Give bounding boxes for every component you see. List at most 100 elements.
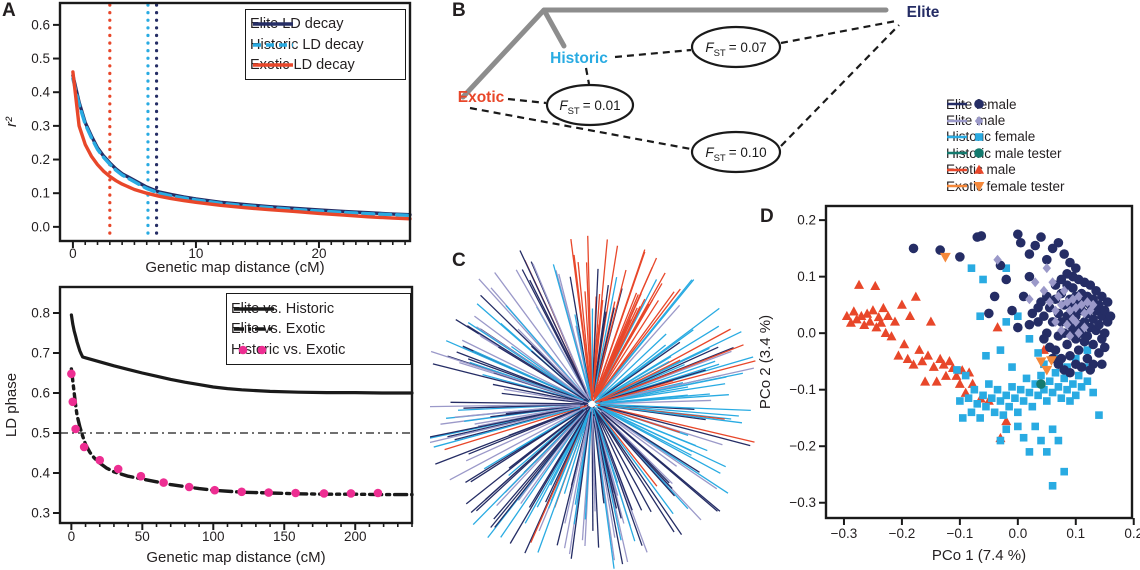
ld_decay-xlabel: Genetic map distance (cM) (145, 259, 324, 276)
dots-swatch-icon (238, 345, 267, 354)
ld_phase-xlabel: Genetic map distance (cM) (146, 549, 325, 566)
fst-value: FST = 0.01 (559, 98, 620, 117)
ld_phase-ytick: 0.8 (31, 306, 50, 321)
fst-connector (780, 24, 900, 147)
panel-d-label: D (760, 206, 774, 227)
legend-item-label: Historic vs. Exotic (231, 341, 346, 358)
fst-connector (780, 19, 897, 45)
ld_decay-ytick: 0.6 (31, 17, 50, 32)
taxon-historic: Historic (550, 50, 608, 67)
ld_phase-series-elite-vs-exotic (69, 367, 414, 497)
fst-ellipse (690, 25, 782, 69)
panel-b-label: B (452, 0, 466, 21)
ld_phase-ytick: 0.7 (31, 346, 50, 361)
population-legend: Elite female Elite male Historic female His… (946, 96, 1065, 194)
panel-a-label: A (2, 0, 16, 21)
line-swatch-icon (947, 133, 983, 141)
ld_decay-xtick: 0 (69, 246, 77, 261)
pcoa-xtick: −0.3 (831, 526, 858, 541)
ld_phase-xtick: 50 (135, 529, 150, 544)
pcoa-xtick: −0.1 (947, 526, 974, 541)
legend-item: Elite LD decay (250, 16, 401, 32)
legend-item: Historic female (946, 129, 1065, 145)
line-swatch-icon (234, 306, 274, 311)
pcoa-ytick: 0.2 (797, 213, 816, 228)
pcoa-axes: −0.3 −0.2 −0.1 0.0 0.1 0.2 −0.3 −0.2 −0.1 0.0 0.1 0… (789, 213, 1140, 541)
pcoa-series-elite-male (993, 254, 1098, 341)
legend-item: Elite vs. Historic (231, 301, 406, 317)
ld_phase-ytick: 0.6 (31, 386, 50, 401)
line-swatch-icon (947, 115, 984, 126)
ld_phase-xtick: 0 (68, 529, 76, 544)
legend-item: Historic male tester (946, 145, 1065, 161)
pcoa-ytick: 0.0 (797, 326, 816, 341)
pcoa-ytick: −0.2 (789, 439, 816, 454)
fst-connector (507, 97, 547, 105)
line-swatch-icon (253, 63, 293, 67)
legend-item-label: Elite vs. Historic (231, 300, 335, 317)
tree-branch (460, 7, 889, 100)
ld_phase-series-elite-vs-historic (69, 313, 414, 395)
legend-item-label: Historic female (946, 129, 1036, 145)
ld_phase-ylabel: LD phase (3, 373, 20, 437)
nj-tree-branches (430, 235, 756, 569)
ld_phase-ytick: 0.3 (31, 506, 50, 521)
taxon-elite: Elite (907, 4, 940, 21)
fst-connector (584, 67, 591, 85)
legend-item: Elite female (946, 96, 1065, 112)
pcoa-xtick: −0.2 (889, 526, 916, 541)
ld-decay-chart: 0 10 20 0.0 0.1 0.2 0.3 0.4 0.5 0.6 Genetic map di… (3, 1, 412, 276)
pcoa-ylabel: PCo 2 (3.4 %) (757, 315, 774, 409)
ld_phase-xtick: 150 (273, 529, 296, 544)
ld_decay-xtick: 10 (188, 246, 203, 261)
legend-item-label: Elite LD decay (250, 16, 344, 33)
ld_decay-axes: 0 10 20 0.0 0.1 0.2 0.3 0.4 0.5 0.6 (31, 17, 406, 261)
line-swatch-icon (947, 164, 984, 174)
line-swatch-icon (947, 182, 985, 192)
fst-value: FST = 0.07 (705, 40, 766, 59)
ld_decay-ylabel: r² (3, 116, 20, 127)
pcoa-ytick: 0.1 (797, 269, 816, 284)
legend-item-label: Elite vs. Exotic (231, 321, 326, 337)
pcoa-series-historic-male-tester (1036, 379, 1046, 389)
legend-item: Exotic female tester (946, 178, 1065, 194)
ld_decay-ytick: 0.5 (31, 51, 50, 66)
tree-branch (541, 7, 567, 49)
fst-ellipse (545, 83, 635, 127)
legend-item-label: Historic LD decay (250, 36, 364, 53)
ld_phase-ytick: 0.5 (31, 426, 50, 441)
ld_decay-xtick: 20 (311, 246, 326, 261)
line-swatch-icon (947, 99, 984, 109)
line-swatch-icon (947, 148, 984, 159)
ld_decay-ytick: 0.0 (31, 219, 50, 234)
line-swatch-icon (253, 22, 293, 26)
ld_decay-ytick: 0.1 (31, 186, 50, 201)
legend-item: Historic LD decay (250, 37, 401, 53)
ld_phase-xtick: 200 (344, 529, 367, 544)
legend-item: Historic vs. Exotic (231, 342, 406, 358)
ld_phase-series-historic-vs-exotic (67, 369, 383, 498)
pcoa-xlabel: PCo 1 (7.4 %) (932, 547, 1026, 564)
pcoa-xtick: 0.2 (1124, 526, 1140, 541)
legend-item: Exotic LD decay (250, 57, 401, 73)
ld-decay-legend: Elite LD decay Historic LD decay Exotic LD… (245, 9, 406, 80)
ld_phase-ytick: 0.4 (31, 466, 50, 481)
fst-connector (469, 106, 692, 151)
pcoa-xtick: 0.0 (1008, 526, 1027, 541)
pcoa-series-historic-female (953, 264, 1103, 490)
fst-value: FST = 0.10 (705, 145, 766, 164)
ld_decay-series-exotic-ld-decay (71, 70, 412, 221)
legend-item: Elite vs. Exotic (231, 321, 406, 337)
ld_decay-ytick: 0.4 (31, 85, 50, 100)
legend-item: Elite male (946, 112, 1065, 128)
legend-item-label: Historic male tester (946, 145, 1062, 161)
fst-connector (614, 48, 692, 59)
ld-phase-chart: 0 50 100 150 200 0.3 0.4 0.5 0.6 0.7 0.8 Genetic ma… (3, 285, 414, 566)
ld_decay-ytick: 0.3 (31, 118, 50, 133)
legend-item: Exotic male (946, 162, 1065, 178)
pcoa-xtick: 0.1 (1066, 526, 1085, 541)
line-swatch-icon (253, 42, 293, 47)
fst-diagram: FST = 0.07 FST = 0.01 FST = 0.10 Exotic Histori… (458, 4, 940, 174)
fst-ellipse (690, 130, 782, 174)
